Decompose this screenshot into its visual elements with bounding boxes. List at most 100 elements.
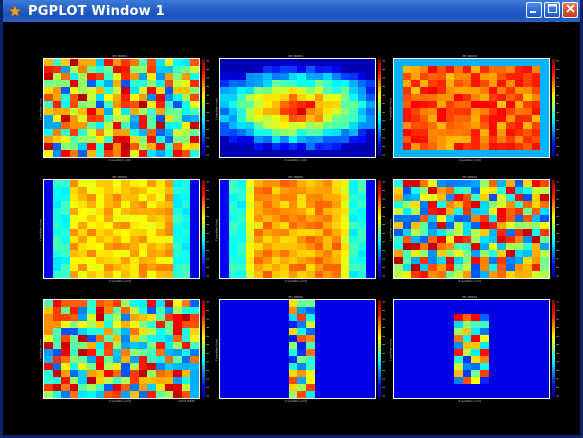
heatmap-cell <box>95 377 105 384</box>
heatmap-cell <box>164 73 174 80</box>
heatmap-cell <box>87 236 96 243</box>
heatmap-cell <box>349 87 358 94</box>
heatmap-cell <box>411 201 420 208</box>
heatmap <box>44 300 199 398</box>
maximize-button[interactable] <box>544 2 560 18</box>
heatmap-cell <box>190 257 199 264</box>
heatmap-cell <box>164 143 174 150</box>
heatmap-cell <box>181 391 191 398</box>
heatmap-cell <box>306 264 315 271</box>
heatmap-cell <box>505 122 515 129</box>
heatmap-cell <box>121 307 131 314</box>
heatmap-cell <box>297 180 307 187</box>
heatmap-cell <box>147 87 156 94</box>
heatmap-cell <box>419 73 429 80</box>
star-icon[interactable] <box>7 3 23 19</box>
heatmap-cell <box>245 129 255 136</box>
heatmap <box>220 180 375 278</box>
heatmap-cell <box>95 314 105 321</box>
heatmap-cell <box>323 250 332 257</box>
heatmap-cell <box>112 307 122 314</box>
heatmap-cell <box>454 384 463 391</box>
heatmap-cell <box>95 328 105 335</box>
title-bar[interactable]: PGPLOT Window 1 <box>3 0 580 22</box>
heatmap-cell <box>173 307 182 314</box>
heatmap-cell <box>402 391 412 398</box>
heatmap-cell <box>323 73 332 80</box>
heatmap-cell <box>306 342 315 349</box>
heatmap-cell <box>437 363 446 370</box>
heatmap-cell <box>147 136 156 143</box>
heatmap-cell <box>297 101 307 108</box>
heatmap-cell <box>44 300 53 307</box>
heatmap-cell <box>394 66 403 73</box>
heatmap-cell <box>44 101 53 108</box>
heatmap-cell <box>428 335 438 342</box>
heatmap-cell <box>104 342 113 349</box>
heatmap-cell <box>147 363 156 370</box>
heatmap-cell <box>280 115 289 122</box>
heatmap-cell <box>411 187 420 194</box>
heatmap-cell <box>411 108 420 115</box>
heatmap-cell <box>87 335 96 342</box>
heatmap-cell <box>69 335 79 342</box>
heatmap-cell <box>437 73 446 80</box>
heatmap-cell <box>44 215 53 222</box>
heatmap-cell <box>87 122 96 129</box>
heatmap-cell <box>228 87 238 94</box>
heatmap-cell <box>445 187 455 194</box>
heatmap-cell <box>95 307 105 314</box>
heatmap-cell <box>95 342 105 349</box>
plot-canvas[interactable]: PD 00000 X position (cm) Y position (cm) PD… <box>3 22 580 435</box>
heatmap-cell <box>419 180 429 187</box>
heatmap-cell <box>445 229 455 236</box>
heatmap-cell <box>173 370 182 377</box>
heatmap-cell <box>394 236 403 243</box>
heatmap-cell <box>288 150 298 157</box>
heatmap-cell <box>78 335 88 342</box>
heatmap-cell <box>402 129 412 136</box>
heatmap-cell <box>366 229 375 236</box>
heatmap-cell <box>340 314 350 321</box>
heatmap-cell <box>220 73 229 80</box>
heatmap-cell <box>314 143 324 150</box>
heatmap-cell <box>155 257 165 264</box>
heatmap-cell <box>297 59 307 66</box>
heatmap-cell <box>340 122 350 129</box>
heatmap-cell <box>254 377 264 384</box>
heatmap-cell <box>61 94 70 101</box>
heatmap-cell <box>155 370 165 377</box>
heatmap-cell <box>254 307 264 314</box>
heatmap-cell <box>357 243 367 250</box>
heatmap-cell <box>314 335 324 342</box>
heatmap-cell <box>61 201 70 208</box>
heatmap-cell <box>138 215 148 222</box>
heatmap-cell <box>497 208 506 215</box>
heatmap-cell <box>497 201 506 208</box>
heatmap-cell <box>297 335 307 342</box>
heatmap-cell <box>138 349 148 356</box>
heatmap-cell <box>523 180 532 187</box>
heatmap-cell <box>419 391 429 398</box>
close-button[interactable] <box>562 2 578 18</box>
heatmap-cell <box>280 377 289 384</box>
heatmap-cell <box>437 94 446 101</box>
heatmap-cell <box>462 377 472 384</box>
heatmap-cell <box>130 342 139 349</box>
heatmap-cell <box>220 150 229 157</box>
heatmap-cell <box>514 321 524 328</box>
heatmap-cell <box>394 370 403 377</box>
minimize-button[interactable] <box>526 2 542 18</box>
heatmap-cell <box>454 356 463 363</box>
heatmap-cell <box>263 236 272 243</box>
heatmap-cell <box>164 187 174 194</box>
heatmap-cell <box>340 321 350 328</box>
heatmap-cell <box>523 257 532 264</box>
heatmap-cell <box>505 129 515 136</box>
heatmap-cell <box>138 307 148 314</box>
heatmap-cell <box>271 59 281 66</box>
heatmap-cell <box>95 208 105 215</box>
heatmap-cell <box>505 222 515 229</box>
heatmap-cell <box>138 377 148 384</box>
heatmap-cell <box>104 150 113 157</box>
